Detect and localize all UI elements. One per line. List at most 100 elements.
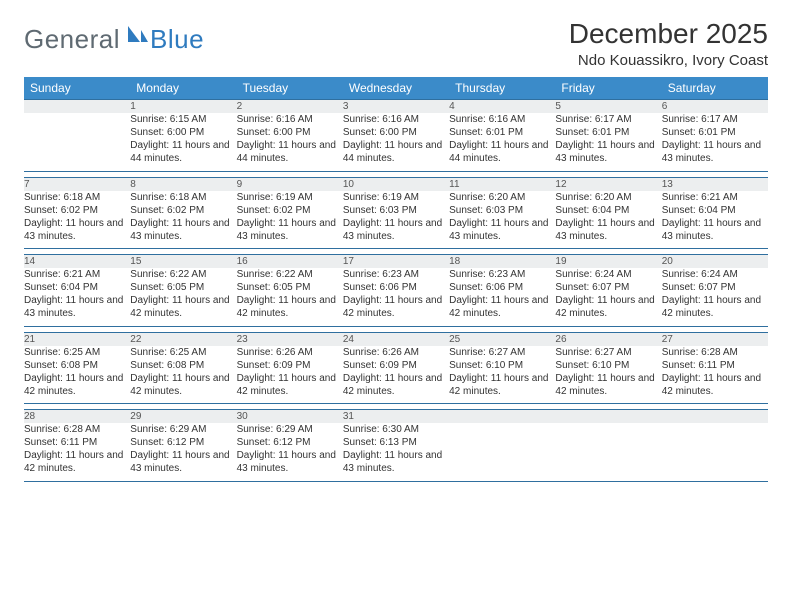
calendar-page: General Blue December 2025 Ndo Kouassikr… bbox=[0, 0, 792, 612]
sunset-line: Sunset: 6:00 PM bbox=[237, 126, 343, 139]
day-number-row: 28293031 bbox=[24, 410, 768, 424]
day-content-cell: Sunrise: 6:20 AMSunset: 6:04 PMDaylight:… bbox=[555, 191, 661, 249]
day-number-cell: 18 bbox=[449, 255, 555, 269]
sunrise-line: Sunrise: 6:27 AM bbox=[555, 346, 661, 359]
sunset-line: Sunset: 6:04 PM bbox=[24, 281, 130, 294]
sunset-line: Sunset: 6:02 PM bbox=[24, 204, 130, 217]
day-number-cell bbox=[449, 410, 555, 424]
sunrise-line: Sunrise: 6:25 AM bbox=[130, 346, 236, 359]
day-number-cell: 2 bbox=[237, 100, 343, 114]
sunrise-line: Sunrise: 6:24 AM bbox=[662, 268, 768, 281]
daylight-line: Daylight: 11 hours and 42 minutes. bbox=[24, 372, 130, 398]
sunrise-line: Sunrise: 6:18 AM bbox=[130, 191, 236, 204]
day-content-cell: Sunrise: 6:29 AMSunset: 6:12 PMDaylight:… bbox=[237, 423, 343, 481]
day-number-cell: 24 bbox=[343, 332, 449, 346]
sunrise-line: Sunrise: 6:29 AM bbox=[130, 423, 236, 436]
brand-logo: General Blue bbox=[24, 18, 204, 55]
day-number-cell: 1 bbox=[130, 100, 236, 114]
daylight-line: Daylight: 11 hours and 42 minutes. bbox=[130, 372, 236, 398]
day-content-cell: Sunrise: 6:17 AMSunset: 6:01 PMDaylight:… bbox=[662, 113, 768, 171]
day-content-cell: Sunrise: 6:16 AMSunset: 6:00 PMDaylight:… bbox=[343, 113, 449, 171]
day-content-cell: Sunrise: 6:24 AMSunset: 6:07 PMDaylight:… bbox=[555, 268, 661, 326]
day-number-row: 78910111213 bbox=[24, 177, 768, 191]
sunset-line: Sunset: 6:04 PM bbox=[555, 204, 661, 217]
daylight-line: Daylight: 11 hours and 43 minutes. bbox=[24, 217, 130, 243]
daylight-line: Daylight: 11 hours and 42 minutes. bbox=[449, 294, 555, 320]
day-content-cell: Sunrise: 6:21 AMSunset: 6:04 PMDaylight:… bbox=[662, 191, 768, 249]
brand-word-2: Blue bbox=[150, 24, 204, 55]
day-number-row: 123456 bbox=[24, 100, 768, 114]
day-number-cell: 13 bbox=[662, 177, 768, 191]
day-content-cell: Sunrise: 6:26 AMSunset: 6:09 PMDaylight:… bbox=[343, 346, 449, 404]
sunrise-line: Sunrise: 6:28 AM bbox=[662, 346, 768, 359]
daylight-line: Daylight: 11 hours and 43 minutes. bbox=[449, 217, 555, 243]
sunset-line: Sunset: 6:05 PM bbox=[130, 281, 236, 294]
sunset-line: Sunset: 6:10 PM bbox=[555, 359, 661, 372]
daylight-line: Daylight: 11 hours and 44 minutes. bbox=[449, 139, 555, 165]
day-number-cell: 22 bbox=[130, 332, 236, 346]
header: General Blue December 2025 Ndo Kouassikr… bbox=[24, 18, 768, 69]
sunset-line: Sunset: 6:11 PM bbox=[662, 359, 768, 372]
day-content-cell: Sunrise: 6:18 AMSunset: 6:02 PMDaylight:… bbox=[130, 191, 236, 249]
day-number-row: 14151617181920 bbox=[24, 255, 768, 269]
sunrise-line: Sunrise: 6:29 AM bbox=[237, 423, 343, 436]
day-number-row: 21222324252627 bbox=[24, 332, 768, 346]
daylight-line: Daylight: 11 hours and 44 minutes. bbox=[237, 139, 343, 165]
sunrise-line: Sunrise: 6:28 AM bbox=[24, 423, 130, 436]
day-content-cell: Sunrise: 6:28 AMSunset: 6:11 PMDaylight:… bbox=[24, 423, 130, 481]
sunrise-line: Sunrise: 6:24 AM bbox=[555, 268, 661, 281]
daylight-line: Daylight: 11 hours and 43 minutes. bbox=[343, 217, 449, 243]
sunset-line: Sunset: 6:12 PM bbox=[130, 436, 236, 449]
day-content-cell: Sunrise: 6:17 AMSunset: 6:01 PMDaylight:… bbox=[555, 113, 661, 171]
day-content-cell: Sunrise: 6:22 AMSunset: 6:05 PMDaylight:… bbox=[237, 268, 343, 326]
day-content-cell bbox=[24, 113, 130, 171]
day-content-cell: Sunrise: 6:19 AMSunset: 6:02 PMDaylight:… bbox=[237, 191, 343, 249]
day-content-cell: Sunrise: 6:26 AMSunset: 6:09 PMDaylight:… bbox=[237, 346, 343, 404]
brand-word-1: General bbox=[24, 24, 120, 55]
sunset-line: Sunset: 6:10 PM bbox=[449, 359, 555, 372]
sunrise-line: Sunrise: 6:19 AM bbox=[237, 191, 343, 204]
daylight-line: Daylight: 11 hours and 42 minutes. bbox=[24, 449, 130, 475]
title-block: December 2025 Ndo Kouassikro, Ivory Coas… bbox=[569, 18, 768, 69]
day-content-cell: Sunrise: 6:27 AMSunset: 6:10 PMDaylight:… bbox=[555, 346, 661, 404]
day-content-cell: Sunrise: 6:29 AMSunset: 6:12 PMDaylight:… bbox=[130, 423, 236, 481]
day-number-cell: 25 bbox=[449, 332, 555, 346]
day-number-cell bbox=[662, 410, 768, 424]
day-number-cell: 3 bbox=[343, 100, 449, 114]
weekday-header: Sunday bbox=[24, 77, 130, 100]
sunrise-line: Sunrise: 6:16 AM bbox=[343, 113, 449, 126]
day-content-row: Sunrise: 6:15 AMSunset: 6:00 PMDaylight:… bbox=[24, 113, 768, 171]
daylight-line: Daylight: 11 hours and 43 minutes. bbox=[237, 449, 343, 475]
daylight-line: Daylight: 11 hours and 42 minutes. bbox=[555, 372, 661, 398]
day-number-cell: 4 bbox=[449, 100, 555, 114]
day-number-cell bbox=[24, 100, 130, 114]
weekday-header: Friday bbox=[555, 77, 661, 100]
day-number-cell bbox=[555, 410, 661, 424]
day-content-cell: Sunrise: 6:24 AMSunset: 6:07 PMDaylight:… bbox=[662, 268, 768, 326]
day-content-cell: Sunrise: 6:18 AMSunset: 6:02 PMDaylight:… bbox=[24, 191, 130, 249]
sunrise-line: Sunrise: 6:19 AM bbox=[343, 191, 449, 204]
sunrise-line: Sunrise: 6:27 AM bbox=[449, 346, 555, 359]
sunset-line: Sunset: 6:01 PM bbox=[449, 126, 555, 139]
weekday-header: Tuesday bbox=[237, 77, 343, 100]
month-title: December 2025 bbox=[569, 18, 768, 50]
day-number-cell: 20 bbox=[662, 255, 768, 269]
day-number-cell: 17 bbox=[343, 255, 449, 269]
day-content-cell: Sunrise: 6:28 AMSunset: 6:11 PMDaylight:… bbox=[662, 346, 768, 404]
sunrise-line: Sunrise: 6:20 AM bbox=[449, 191, 555, 204]
daylight-line: Daylight: 11 hours and 43 minutes. bbox=[237, 217, 343, 243]
day-number-cell: 23 bbox=[237, 332, 343, 346]
day-content-cell: Sunrise: 6:22 AMSunset: 6:05 PMDaylight:… bbox=[130, 268, 236, 326]
sunset-line: Sunset: 6:09 PM bbox=[237, 359, 343, 372]
day-content-cell: Sunrise: 6:25 AMSunset: 6:08 PMDaylight:… bbox=[130, 346, 236, 404]
sunset-line: Sunset: 6:07 PM bbox=[555, 281, 661, 294]
day-content-cell: Sunrise: 6:19 AMSunset: 6:03 PMDaylight:… bbox=[343, 191, 449, 249]
daylight-line: Daylight: 11 hours and 42 minutes. bbox=[662, 294, 768, 320]
daylight-line: Daylight: 11 hours and 43 minutes. bbox=[555, 217, 661, 243]
sunrise-line: Sunrise: 6:17 AM bbox=[662, 113, 768, 126]
day-content-row: Sunrise: 6:21 AMSunset: 6:04 PMDaylight:… bbox=[24, 268, 768, 326]
weekday-header: Saturday bbox=[662, 77, 768, 100]
sail-icon bbox=[126, 24, 148, 49]
location: Ndo Kouassikro, Ivory Coast bbox=[569, 52, 768, 69]
day-content-cell: Sunrise: 6:16 AMSunset: 6:01 PMDaylight:… bbox=[449, 113, 555, 171]
